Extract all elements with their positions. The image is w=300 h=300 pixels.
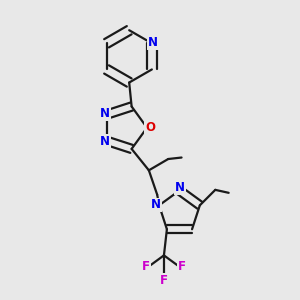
- Text: N: N: [148, 36, 158, 49]
- Text: N: N: [175, 181, 185, 194]
- Text: F: F: [178, 260, 186, 273]
- Text: O: O: [145, 121, 155, 134]
- Text: N: N: [100, 135, 110, 148]
- Text: N: N: [100, 107, 110, 120]
- Text: F: F: [142, 260, 150, 273]
- Text: N: N: [151, 198, 161, 211]
- Text: F: F: [160, 274, 168, 287]
